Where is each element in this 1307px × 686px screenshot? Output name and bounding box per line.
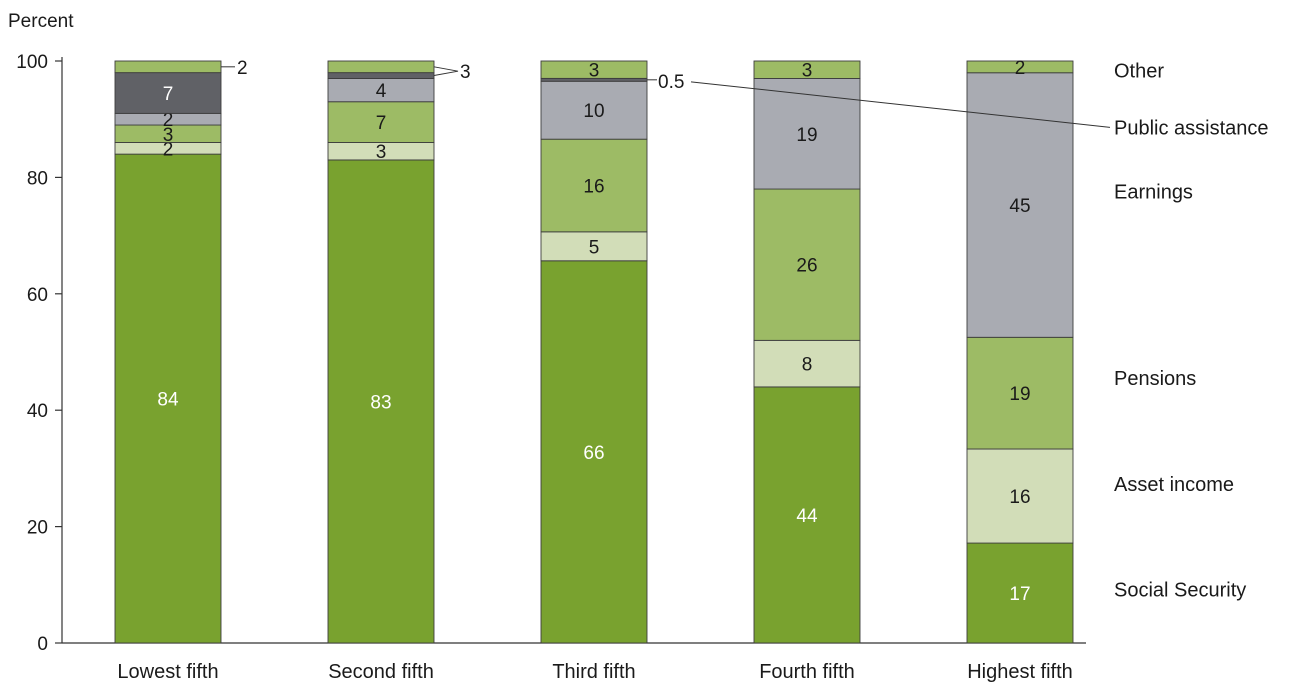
legend-social-security: Social Security <box>1114 579 1246 601</box>
data-label-third-fifth-social-security: 66 <box>583 443 604 464</box>
legend-other: Other <box>1114 60 1164 82</box>
data-label-second-fifth-asset-income: 3 <box>376 142 387 163</box>
data-label-fourth-fifth-earnings: 19 <box>796 125 817 146</box>
data-label-third-fifth-other: 3 <box>589 61 600 82</box>
data-label-highest-fifth-social-security: 17 <box>1009 584 1030 605</box>
data-label-lowest-fifth-social-security: 84 <box>157 390 179 411</box>
category-label-third-fifth: Third fifth <box>552 661 635 683</box>
data-label-lowest-fifth-public-assistance: 7 <box>163 84 174 105</box>
bar-highest-fifth-other <box>966 60 1074 74</box>
data-label-third-fifth-asset-income: 5 <box>589 237 600 258</box>
data-label-fourth-fifth-pensions: 26 <box>796 256 817 277</box>
y-axis-label: Percent <box>8 11 74 32</box>
data-label-fourth-fifth-other: 3 <box>802 61 813 82</box>
y-tick-label-60: 60 <box>27 285 48 306</box>
data-label-highest-fifth-other: 2 <box>1015 58 1026 79</box>
legend-public-assistance: Public assistance <box>1114 117 1269 139</box>
legend: Other Public assistance Earnings Pensions As… <box>1114 60 1269 601</box>
bar-fourth-fifth-pensions <box>753 188 861 341</box>
bar-highest-fifth-earnings <box>966 72 1074 338</box>
data-label-fourth-fifth-social-security: 44 <box>796 506 818 527</box>
bar-second-fifth-public-assistance <box>327 72 435 79</box>
axes: 0 20 40 60 80 100 <box>16 52 1086 655</box>
bar-third-fifth-pensions <box>540 138 648 233</box>
callout-leader-public-assistance <box>690 81 1111 128</box>
y-tick-label-20: 20 <box>27 518 48 539</box>
legend-pensions: Pensions <box>1114 368 1196 390</box>
data-label-highest-fifth-earnings: 45 <box>1009 196 1030 217</box>
data-label-highest-fifth-pensions: 19 <box>1009 384 1030 405</box>
bar-highest-fifth-social-security <box>966 542 1074 644</box>
legend-asset-income: Asset income <box>1114 474 1234 496</box>
bar-lowest-fifth-other <box>114 60 222 74</box>
bar-lowest-fifth-public-assistance <box>114 72 222 114</box>
y-tick-label-100: 100 <box>16 52 48 73</box>
category-label-second-fifth: Second fifth <box>328 661 434 683</box>
callout-label-third-fifth: 0.5 <box>658 72 684 93</box>
bar-lowest-fifth-social-security <box>114 153 222 644</box>
bar-third-fifth-other <box>540 60 648 79</box>
category-label-fourth-fifth: Fourth fifth <box>759 661 855 683</box>
bar-fourth-fifth-earnings <box>753 78 861 190</box>
bar-second-fifth-social-security <box>327 159 435 644</box>
y-tick-label-80: 80 <box>27 168 48 189</box>
callouts: 2 3 0.5 <box>221 58 1111 128</box>
callout-label-lowest-fifth: 2 <box>237 58 248 79</box>
data-label-third-fifth-pensions: 16 <box>583 177 604 198</box>
bar-fourth-fifth-asset-income <box>753 339 861 388</box>
data-label-lowest-fifth-pensions: 3 <box>163 125 174 146</box>
data-label-second-fifth-earnings: 4 <box>376 81 387 102</box>
bar-second-fifth-pensions <box>327 101 435 143</box>
data-label-lowest-fifth-earnings: 2 <box>163 110 174 131</box>
callout-leader-second-fifth <box>433 66 459 77</box>
bar-second-fifth-other <box>327 60 435 74</box>
category-label-highest-fifth: Highest fifth <box>967 661 1073 683</box>
data-label-third-fifth-earnings: 10 <box>583 101 604 122</box>
y-tick-label-40: 40 <box>27 401 48 422</box>
bar-highest-fifth-pensions <box>966 336 1074 450</box>
category-label-lowest-fifth: Lowest fifth <box>117 661 218 683</box>
y-tick-label-0: 0 <box>37 634 48 655</box>
bar-highest-fifth-asset-income <box>966 448 1074 544</box>
data-label-fourth-fifth-asset-income: 8 <box>802 355 813 376</box>
data-label-lowest-fifth-asset-income: 2 <box>163 139 174 160</box>
data-label-highest-fifth-asset-income: 16 <box>1009 487 1030 508</box>
bar-fourth-fifth-other <box>753 60 861 79</box>
data-label-second-fifth-pensions: 7 <box>376 113 387 134</box>
bar-fourth-fifth-social-security <box>753 386 861 644</box>
legend-earnings: Earnings <box>1114 181 1193 203</box>
bar-third-fifth-asset-income <box>540 231 648 262</box>
bar-third-fifth-social-security <box>540 260 648 644</box>
callout-label-second-fifth: 3 <box>460 62 471 83</box>
data-label-second-fifth-social-security: 83 <box>370 392 391 413</box>
